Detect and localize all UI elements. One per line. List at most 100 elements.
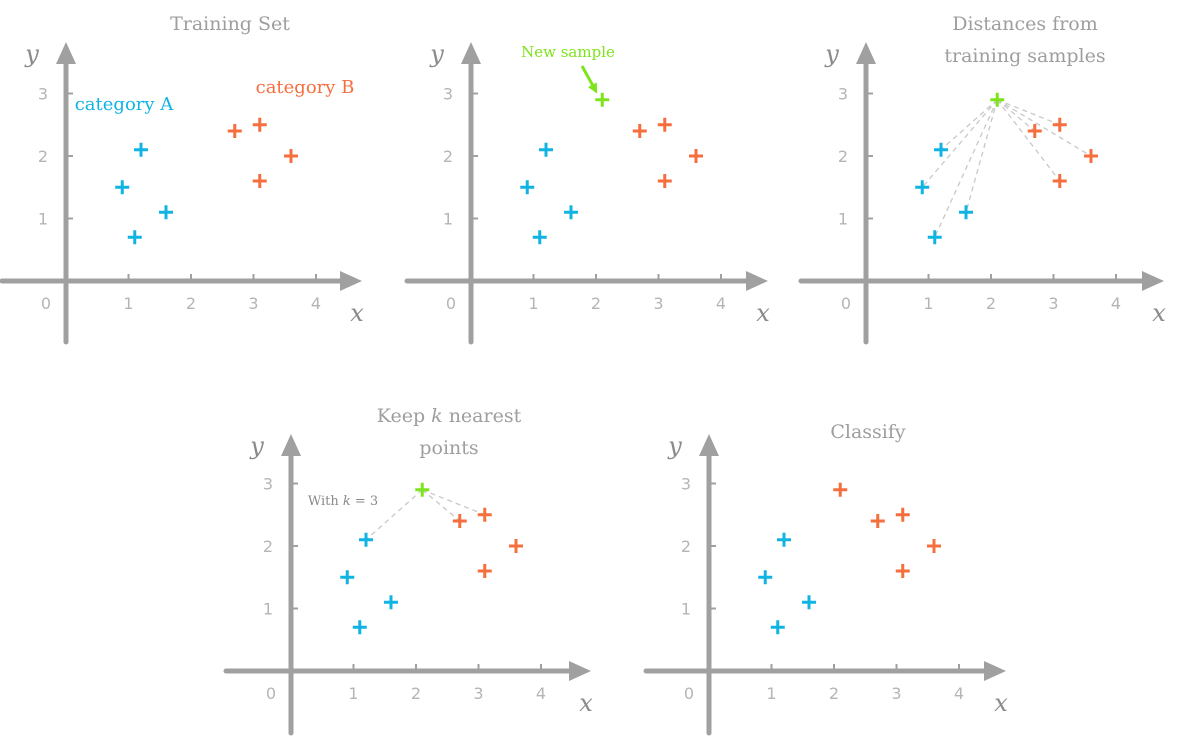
category-b-point-3 xyxy=(1084,149,1098,163)
category-b-point-3 xyxy=(689,149,703,163)
category-a-label: category A xyxy=(75,94,175,115)
category-b-point-2 xyxy=(1052,117,1067,132)
category-b-point-3 xyxy=(284,149,298,163)
category-a-point-1 xyxy=(777,532,791,547)
x-tick-label-1: 1 xyxy=(923,294,933,313)
category-b-point-1 xyxy=(870,514,885,528)
category-a-point-3 xyxy=(959,205,973,220)
category-b-point-1 xyxy=(227,124,242,138)
x-tick-label-4: 4 xyxy=(536,684,546,703)
category-b-point-1 xyxy=(452,514,467,528)
new-sample-point xyxy=(990,92,1005,107)
category-b-point-2 xyxy=(895,507,910,522)
y-tick-label-1: 1 xyxy=(681,600,691,619)
y-axis-arrow xyxy=(281,434,301,456)
x-axis-arrow xyxy=(1142,271,1164,291)
x-axis-label: x xyxy=(756,299,770,327)
y-tick-label-1: 1 xyxy=(38,210,48,229)
category-a-point-4 xyxy=(927,230,942,245)
x-tick-label-2: 2 xyxy=(411,684,421,703)
x-tick-label-2: 2 xyxy=(986,294,996,313)
category-b-point-3 xyxy=(927,539,941,553)
category-b-point-4 xyxy=(252,174,267,188)
category-b-point-2 xyxy=(252,117,267,132)
category-b-point-4 xyxy=(477,564,492,578)
x-axis-label: x xyxy=(579,689,593,717)
distance-line-3 xyxy=(965,99,998,213)
category-a-point-4 xyxy=(532,230,547,245)
y-axis-label: y xyxy=(824,40,839,68)
nearest-line-1 xyxy=(365,489,423,541)
y-tick-label-3: 3 xyxy=(443,85,453,104)
y-axis-label: y xyxy=(429,40,444,68)
x-tick-label-0: 0 xyxy=(446,294,456,313)
x-axis-arrow xyxy=(340,271,362,291)
new-sample-point xyxy=(833,482,848,497)
x-tick-label-3: 3 xyxy=(1048,294,1058,313)
panel-title-line-1: Keep k nearest xyxy=(377,405,522,427)
x-tick-label-3: 3 xyxy=(248,294,258,313)
new-sample-point xyxy=(595,92,610,107)
category-a-point-3 xyxy=(564,205,578,220)
distance-line-6 xyxy=(997,99,1060,126)
y-tick-label-2: 2 xyxy=(38,147,48,166)
y-axis-label: y xyxy=(249,432,264,460)
y-tick-label-3: 3 xyxy=(263,475,273,494)
distance-line-7 xyxy=(996,99,1092,157)
nearest-line-3 xyxy=(422,489,485,516)
x-axis-arrow xyxy=(746,271,768,291)
new-sample-label: New sample xyxy=(521,43,615,61)
x-axis-label: x xyxy=(1152,299,1166,327)
x-tick-label-0: 0 xyxy=(41,294,51,313)
distance-line-8 xyxy=(996,99,1061,182)
category-b-point-3 xyxy=(509,539,523,553)
category-b-label: category B xyxy=(256,77,355,98)
category-b-point-2 xyxy=(657,117,672,132)
panel-distances: 0 1 2 3 4 1 2 3 x y Distances from training samples xyxy=(798,13,1166,345)
y-tick-label-1: 1 xyxy=(443,210,453,229)
y-tick-label-2: 2 xyxy=(838,147,848,166)
category-b-point-4 xyxy=(895,564,910,578)
y-tick-label-3: 3 xyxy=(38,85,48,104)
distance-line-1 xyxy=(940,99,998,151)
category-a-point-4 xyxy=(770,620,785,635)
new-sample-arrow xyxy=(580,65,598,94)
panel-title-line-2: points xyxy=(419,437,478,459)
y-axis-arrow xyxy=(56,42,76,64)
x-tick-label-4: 4 xyxy=(311,294,321,313)
x-tick-label-3: 3 xyxy=(891,684,901,703)
panel-new-sample: 0 1 2 3 4 1 2 3 x y New sample xyxy=(404,40,770,345)
panel-title-line-2: training samples xyxy=(944,45,1105,67)
y-tick-label-2: 2 xyxy=(263,537,273,556)
distance-line-4 xyxy=(934,99,998,238)
category-a-point-2 xyxy=(520,180,535,195)
category-b-point-4 xyxy=(1052,174,1067,188)
category-a-point-1 xyxy=(539,142,553,157)
nearest-line-2 xyxy=(421,489,461,522)
y-axis-label: y xyxy=(667,432,682,460)
panel-title-line-1: Training Set xyxy=(170,13,290,35)
x-tick-label-4: 4 xyxy=(716,294,726,313)
category-a-point-2 xyxy=(758,570,773,585)
x-tick-label-0: 0 xyxy=(841,294,851,313)
x-tick-label-1: 1 xyxy=(123,294,133,313)
category-a-point-1 xyxy=(359,532,373,547)
category-b-point-1 xyxy=(632,124,647,138)
y-axis-arrow xyxy=(461,42,481,64)
x-tick-label-0: 0 xyxy=(266,684,276,703)
category-a-point-2 xyxy=(915,180,930,195)
y-tick-label-2: 2 xyxy=(681,537,691,556)
y-axis-arrow xyxy=(856,42,876,64)
x-tick-label-3: 3 xyxy=(653,294,663,313)
category-a-point-2 xyxy=(340,570,355,585)
x-tick-label-2: 2 xyxy=(186,294,196,313)
panel-classify: 0 1 2 3 4 1 2 3 x y Classify xyxy=(643,421,1008,736)
category-a-point-3 xyxy=(802,595,816,610)
panel-training-set: 0 1 2 3 4 1 2 3 x y Training Set category A category… xyxy=(0,13,364,345)
distance-line-2 xyxy=(921,99,998,188)
x-tick-label-4: 4 xyxy=(1111,294,1121,313)
y-axis-arrow xyxy=(699,434,719,456)
category-b-point-1 xyxy=(1027,124,1042,138)
y-axis-label: y xyxy=(24,40,39,68)
x-tick-label-2: 2 xyxy=(829,684,839,703)
